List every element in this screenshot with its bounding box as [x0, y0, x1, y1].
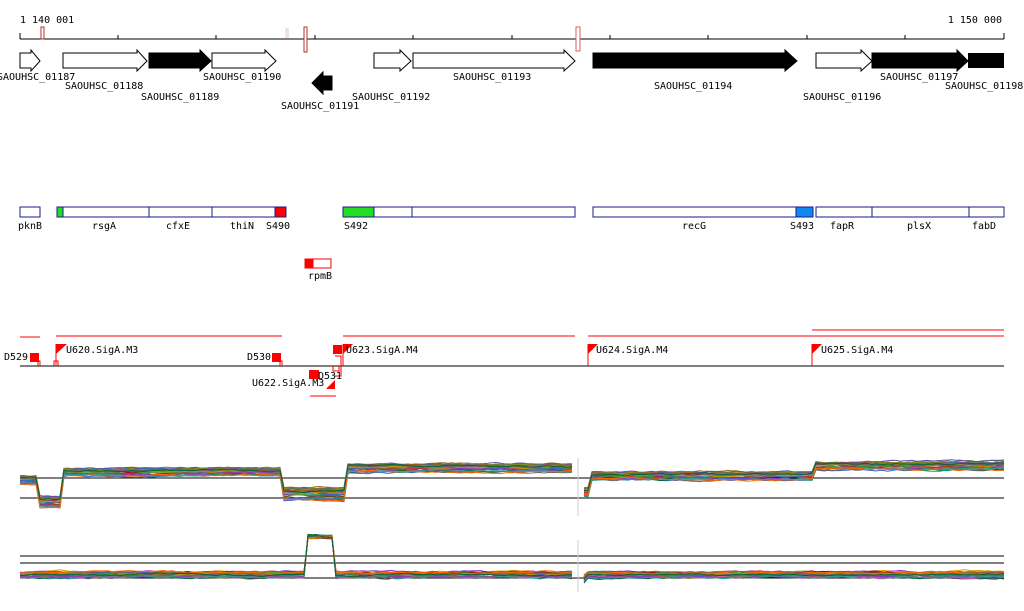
- promoter-flag[interactable]: [56, 344, 67, 354]
- gene-arrow-saouhsc-01197[interactable]: [871, 48, 969, 73]
- ruler-marker[interactable]: [575, 26, 581, 52]
- feature-label: recG: [682, 221, 706, 232]
- gene-label: SAOUHSC_01191: [281, 101, 359, 112]
- gene-arrow-saouhsc-01194[interactable]: [592, 48, 798, 73]
- feature-green-start[interactable]: [56, 206, 64, 218]
- gene-arrow-saouhsc-01188[interactable]: [62, 48, 148, 73]
- gene-arrow-saouhsc-01196[interactable]: [815, 48, 873, 73]
- gene-track: SAOUHSC_01187 SAOUHSC_01188 SAOUHSC_0118…: [0, 48, 1023, 112]
- ruler-start-label: 1 140 001: [20, 15, 74, 26]
- segment-label: U622.SigA.M3: [252, 378, 324, 389]
- segment-block[interactable]: [30, 353, 39, 362]
- segment-label: U623.SigA.M4: [346, 345, 418, 356]
- feature-label: plsX: [907, 221, 931, 232]
- ruler-end-label: 1 150 000: [948, 15, 1002, 26]
- feature-rpmb[interactable]: [312, 258, 332, 269]
- feature-fabd[interactable]: [968, 206, 1005, 218]
- segment-label: D531: [318, 371, 342, 382]
- feature-fapr[interactable]: [815, 206, 873, 218]
- expression-line: [19, 537, 1005, 577]
- feature-label: rpmB: [308, 271, 332, 282]
- segment-block[interactable]: [272, 353, 281, 362]
- promoter-flag[interactable]: [812, 344, 822, 354]
- expression-profiles: [19, 459, 1005, 509]
- expression-line: [19, 535, 1005, 579]
- segment-label: D529: [4, 352, 28, 363]
- feature-box[interactable]: [411, 206, 576, 218]
- feature-label: pknB: [18, 221, 42, 232]
- gene-arrow-saouhsc-01190[interactable]: [211, 48, 277, 73]
- feature-rpmb-red[interactable]: [304, 258, 314, 269]
- gene-label: SAOUHSC_01190: [203, 72, 281, 83]
- gene-arrow-saouhsc-01189[interactable]: [148, 48, 212, 73]
- gene-label: SAOUHSC_01198: [945, 81, 1023, 92]
- feature-pknb[interactable]: [19, 206, 41, 218]
- feature-rsga[interactable]: [62, 206, 150, 218]
- gene-arrow-saouhsc-01187[interactable]: [19, 48, 41, 73]
- promoter-flag[interactable]: [343, 344, 353, 354]
- feature-label: thiN: [230, 221, 254, 232]
- expression-panel-top: [19, 458, 1005, 516]
- expression-panel-bottom: [19, 533, 1005, 592]
- gene-label: SAOUHSC_01187: [0, 72, 75, 83]
- feature-box[interactable]: [373, 206, 413, 218]
- feature-s493[interactable]: [795, 206, 814, 218]
- feature-recg[interactable]: [592, 206, 797, 218]
- segment-label: D530: [247, 352, 271, 363]
- feature-thin[interactable]: [211, 206, 276, 218]
- gene-arrow-saouhsc-01192[interactable]: [373, 48, 412, 73]
- gene-label: SAOUHSC_01189: [141, 92, 219, 103]
- gene-label: SAOUHSC_01194: [654, 81, 732, 92]
- feature-cfxe[interactable]: [148, 206, 213, 218]
- feature-label: S492: [344, 221, 368, 232]
- ruler-marker[interactable]: [285, 28, 289, 38]
- expression-line: [19, 462, 1005, 500]
- feature-label: rsgA: [92, 221, 116, 232]
- feature-label: cfxE: [166, 221, 190, 232]
- genome-ruler: 1 140 001 1 150 000: [19, 15, 1005, 53]
- segment-track: D529 U620.SigA.M3 D530 D531 U622.SigA.M3…: [4, 329, 1004, 397]
- segment-block[interactable]: [333, 345, 342, 354]
- gene-arrow-saouhsc-01193[interactable]: [412, 48, 576, 73]
- feature-label: S493: [790, 221, 814, 232]
- gene-arrow-saouhsc-01191[interactable]: [311, 70, 333, 96]
- segment-label: U625.SigA.M4: [821, 345, 893, 356]
- feature-track: pknB rsgA cfxE thiN S490 S492 recG S493 …: [18, 206, 1005, 282]
- feature-label: fabD: [972, 221, 996, 232]
- gene-label: SAOUHSC_01193: [453, 72, 531, 83]
- expression-profiles: [19, 533, 1005, 584]
- expression-line: [19, 467, 1004, 509]
- gene-label: SAOUHSC_01196: [803, 92, 881, 103]
- ruler-marker[interactable]: [303, 26, 308, 53]
- feature-label: fapR: [830, 221, 855, 232]
- gene-label: SAOUHSC_01192: [352, 92, 430, 103]
- segment-block[interactable]: [309, 370, 319, 379]
- promoter-flag[interactable]: [588, 344, 598, 354]
- gene-label: SAOUHSC_01188: [65, 81, 143, 92]
- segment-label: U624.SigA.M4: [596, 345, 668, 356]
- gene-arrow-saouhsc-01198[interactable]: [968, 53, 1004, 68]
- segment-label: U620.SigA.M3: [66, 345, 138, 356]
- feature-s492[interactable]: [342, 206, 375, 218]
- promoter-flag[interactable]: [326, 380, 335, 389]
- feature-label: S490: [266, 221, 290, 232]
- feature-s490[interactable]: [274, 206, 287, 218]
- expression-line: [19, 536, 1004, 582]
- feature-plsx[interactable]: [871, 206, 970, 218]
- gene-label: SAOUHSC_01197: [880, 72, 958, 83]
- ruler-marker[interactable]: [40, 26, 45, 40]
